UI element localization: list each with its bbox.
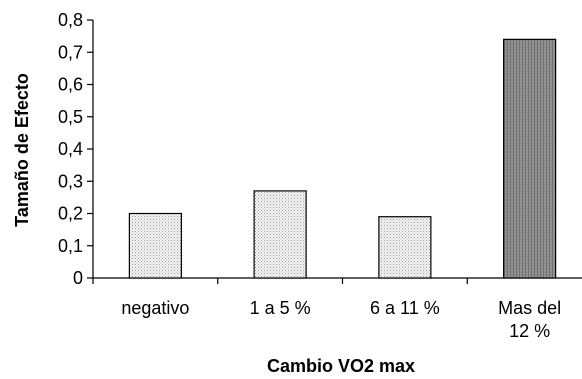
bar-1 (253, 190, 307, 279)
x-tick-label: Mas del (498, 298, 561, 318)
y-tick-label: 0,2 (58, 204, 83, 224)
y-tick-label: 0,8 (58, 10, 83, 30)
x-tick-label: negativo (121, 298, 189, 318)
x-tick-label: 12 % (509, 321, 550, 341)
y-tick-label: 0,3 (58, 171, 83, 191)
x-tick-label: 6 a 11 % (370, 298, 440, 318)
bar-2 (378, 216, 432, 279)
y-tick-label: 0,6 (58, 75, 83, 95)
y-tick-label: 0,4 (58, 139, 83, 159)
y-tick-label: 0,1 (58, 236, 83, 256)
y-tick-label: 0,7 (58, 42, 83, 62)
x-axis: negativo 1 a 5 % 6 a 11 % Mas del 12 % (92, 277, 582, 341)
y-tick-label: 0 (73, 268, 83, 288)
y-axis-title: Tamaño de Efecto (12, 73, 32, 227)
bar-0 (128, 212, 182, 279)
bars (128, 38, 557, 279)
x-axis-title: Cambio VO2 max (267, 356, 415, 376)
bar-3 (503, 38, 557, 279)
x-tick-label: 1 a 5 % (250, 298, 311, 318)
y-axis: 0 0,1 0,2 0,3 0,4 0,5 0,6 0,7 0,8 (58, 10, 94, 288)
y-tick-label: 0,5 (58, 107, 83, 127)
